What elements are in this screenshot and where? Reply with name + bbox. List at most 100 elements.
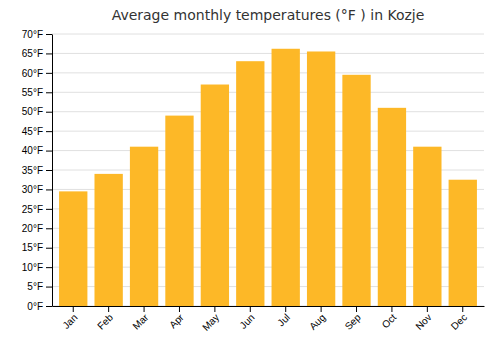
y-tick-label: 55°F [22,87,43,98]
x-tick-label: Sep [343,311,364,332]
y-tick-mark [46,112,52,113]
y-tick-mark [46,248,52,249]
y-tick-label: 35°F [22,165,43,176]
x-tick: Sep [343,306,364,332]
y-tick-mark [46,73,52,74]
y-tick-mark [46,131,52,132]
x-tick-label: Dec [449,312,469,332]
x-tick: Oct [380,306,399,330]
x-tick: Apr [167,306,186,330]
y-tick: 35°F [22,165,52,176]
bar [236,61,264,306]
y-tick-label: 40°F [22,145,43,156]
x-tick-mark [427,306,428,312]
grid-line [52,92,484,93]
bar [165,116,193,306]
x-tick: Dec [449,306,469,332]
y-tick-label: 60°F [22,68,43,79]
bar [94,174,122,306]
y-tick: 15°F [22,242,52,253]
y-axis: 0°F 5°F 10°F 15°F 20°F 25°F 30°F 35°F 40°F 45°F 50… [22,29,53,312]
x-tick: Jun [237,306,256,331]
grid-line [52,34,484,35]
chart: Average monthly temperatures (°F ) in Ko… [0,0,500,350]
bar [449,180,477,306]
bars [59,49,477,306]
x-tick-mark [356,306,357,312]
y-tick: 70°F [22,29,52,40]
x-tick: Nov [413,306,433,332]
x-tick-mark [179,306,180,312]
x-tick-mark [144,306,145,312]
bar [342,75,370,306]
x-tick-label: Aug [307,312,327,332]
y-tick: 50°F [22,106,52,117]
y-axis-line [52,35,53,307]
x-tick-label: Jan [60,312,79,331]
x-tick-mark [285,306,286,312]
x-tick-label: Jul [275,312,292,329]
grid-line [52,72,484,73]
x-tick-label: Jun [237,312,256,331]
y-tick: 60°F [22,68,52,79]
y-tick: 65°F [22,48,52,59]
bar [272,49,300,306]
y-tick-label: 45°F [22,126,43,137]
y-tick: 5°F [27,281,52,292]
x-axis: Jan Feb Mar Apr May Jun Jul Aug Sep Oct Nov Dec [53,306,485,333]
y-tick-label: 30°F [22,184,43,195]
y-tick: 0°F [27,301,52,312]
y-tick-label: 65°F [22,48,43,59]
y-tick-label: 20°F [22,223,43,234]
y-tick-mark [46,228,52,229]
bar [307,51,335,306]
x-tick: Aug [307,306,327,332]
y-tick-mark [46,151,52,152]
x-tick-mark [250,306,251,312]
x-axis-line [53,306,485,307]
x-tick-mark [462,306,463,312]
y-tick: 30°F [22,184,52,195]
x-tick-mark [73,306,74,312]
x-tick: Jan [60,306,79,331]
y-tick-mark [46,287,52,288]
y-tick-label: 5°F [27,281,43,292]
x-tick: Feb [95,306,115,332]
bar [413,147,441,306]
y-tick: 10°F [22,262,52,273]
x-tick-label: Nov [413,312,433,332]
y-tick-mark [46,170,52,171]
y-tick-label: 0°F [27,301,43,312]
x-tick: May [200,306,221,333]
y-tick-mark [46,34,52,35]
y-tick-mark [46,53,52,54]
y-tick-label: 15°F [22,242,43,253]
x-tick: Jul [275,306,292,328]
y-tick-label: 10°F [22,262,43,273]
grid-line [52,111,484,112]
y-tick-mark [46,92,52,93]
x-tick-label: Apr [167,311,186,330]
y-tick-label: 25°F [22,204,43,215]
x-tick-mark [108,306,109,312]
bar [201,85,229,306]
y-tick-label: 50°F [22,106,43,117]
bar [59,191,87,306]
x-tick-label: Feb [95,311,115,331]
y-tick: 40°F [22,145,52,156]
plot: Jan Feb Mar Apr May Jun Jul Aug Sep Oct Nov Dec 0°F 5… [22,29,485,333]
x-tick-label: May [200,312,221,333]
y-tick-mark [46,267,52,268]
bar [378,108,406,306]
y-tick: 20°F [22,223,52,234]
x-tick-label: Oct [380,312,399,331]
x-tick-mark [391,306,392,312]
y-tick-label: 70°F [22,29,43,40]
grid-line [52,53,484,54]
x-tick: Mar [130,306,150,332]
y-tick: 45°F [22,126,52,137]
grid-line [52,131,484,132]
y-tick-mark [46,189,52,190]
x-tick-label: Mar [130,311,150,331]
y-tick-mark [46,209,52,210]
